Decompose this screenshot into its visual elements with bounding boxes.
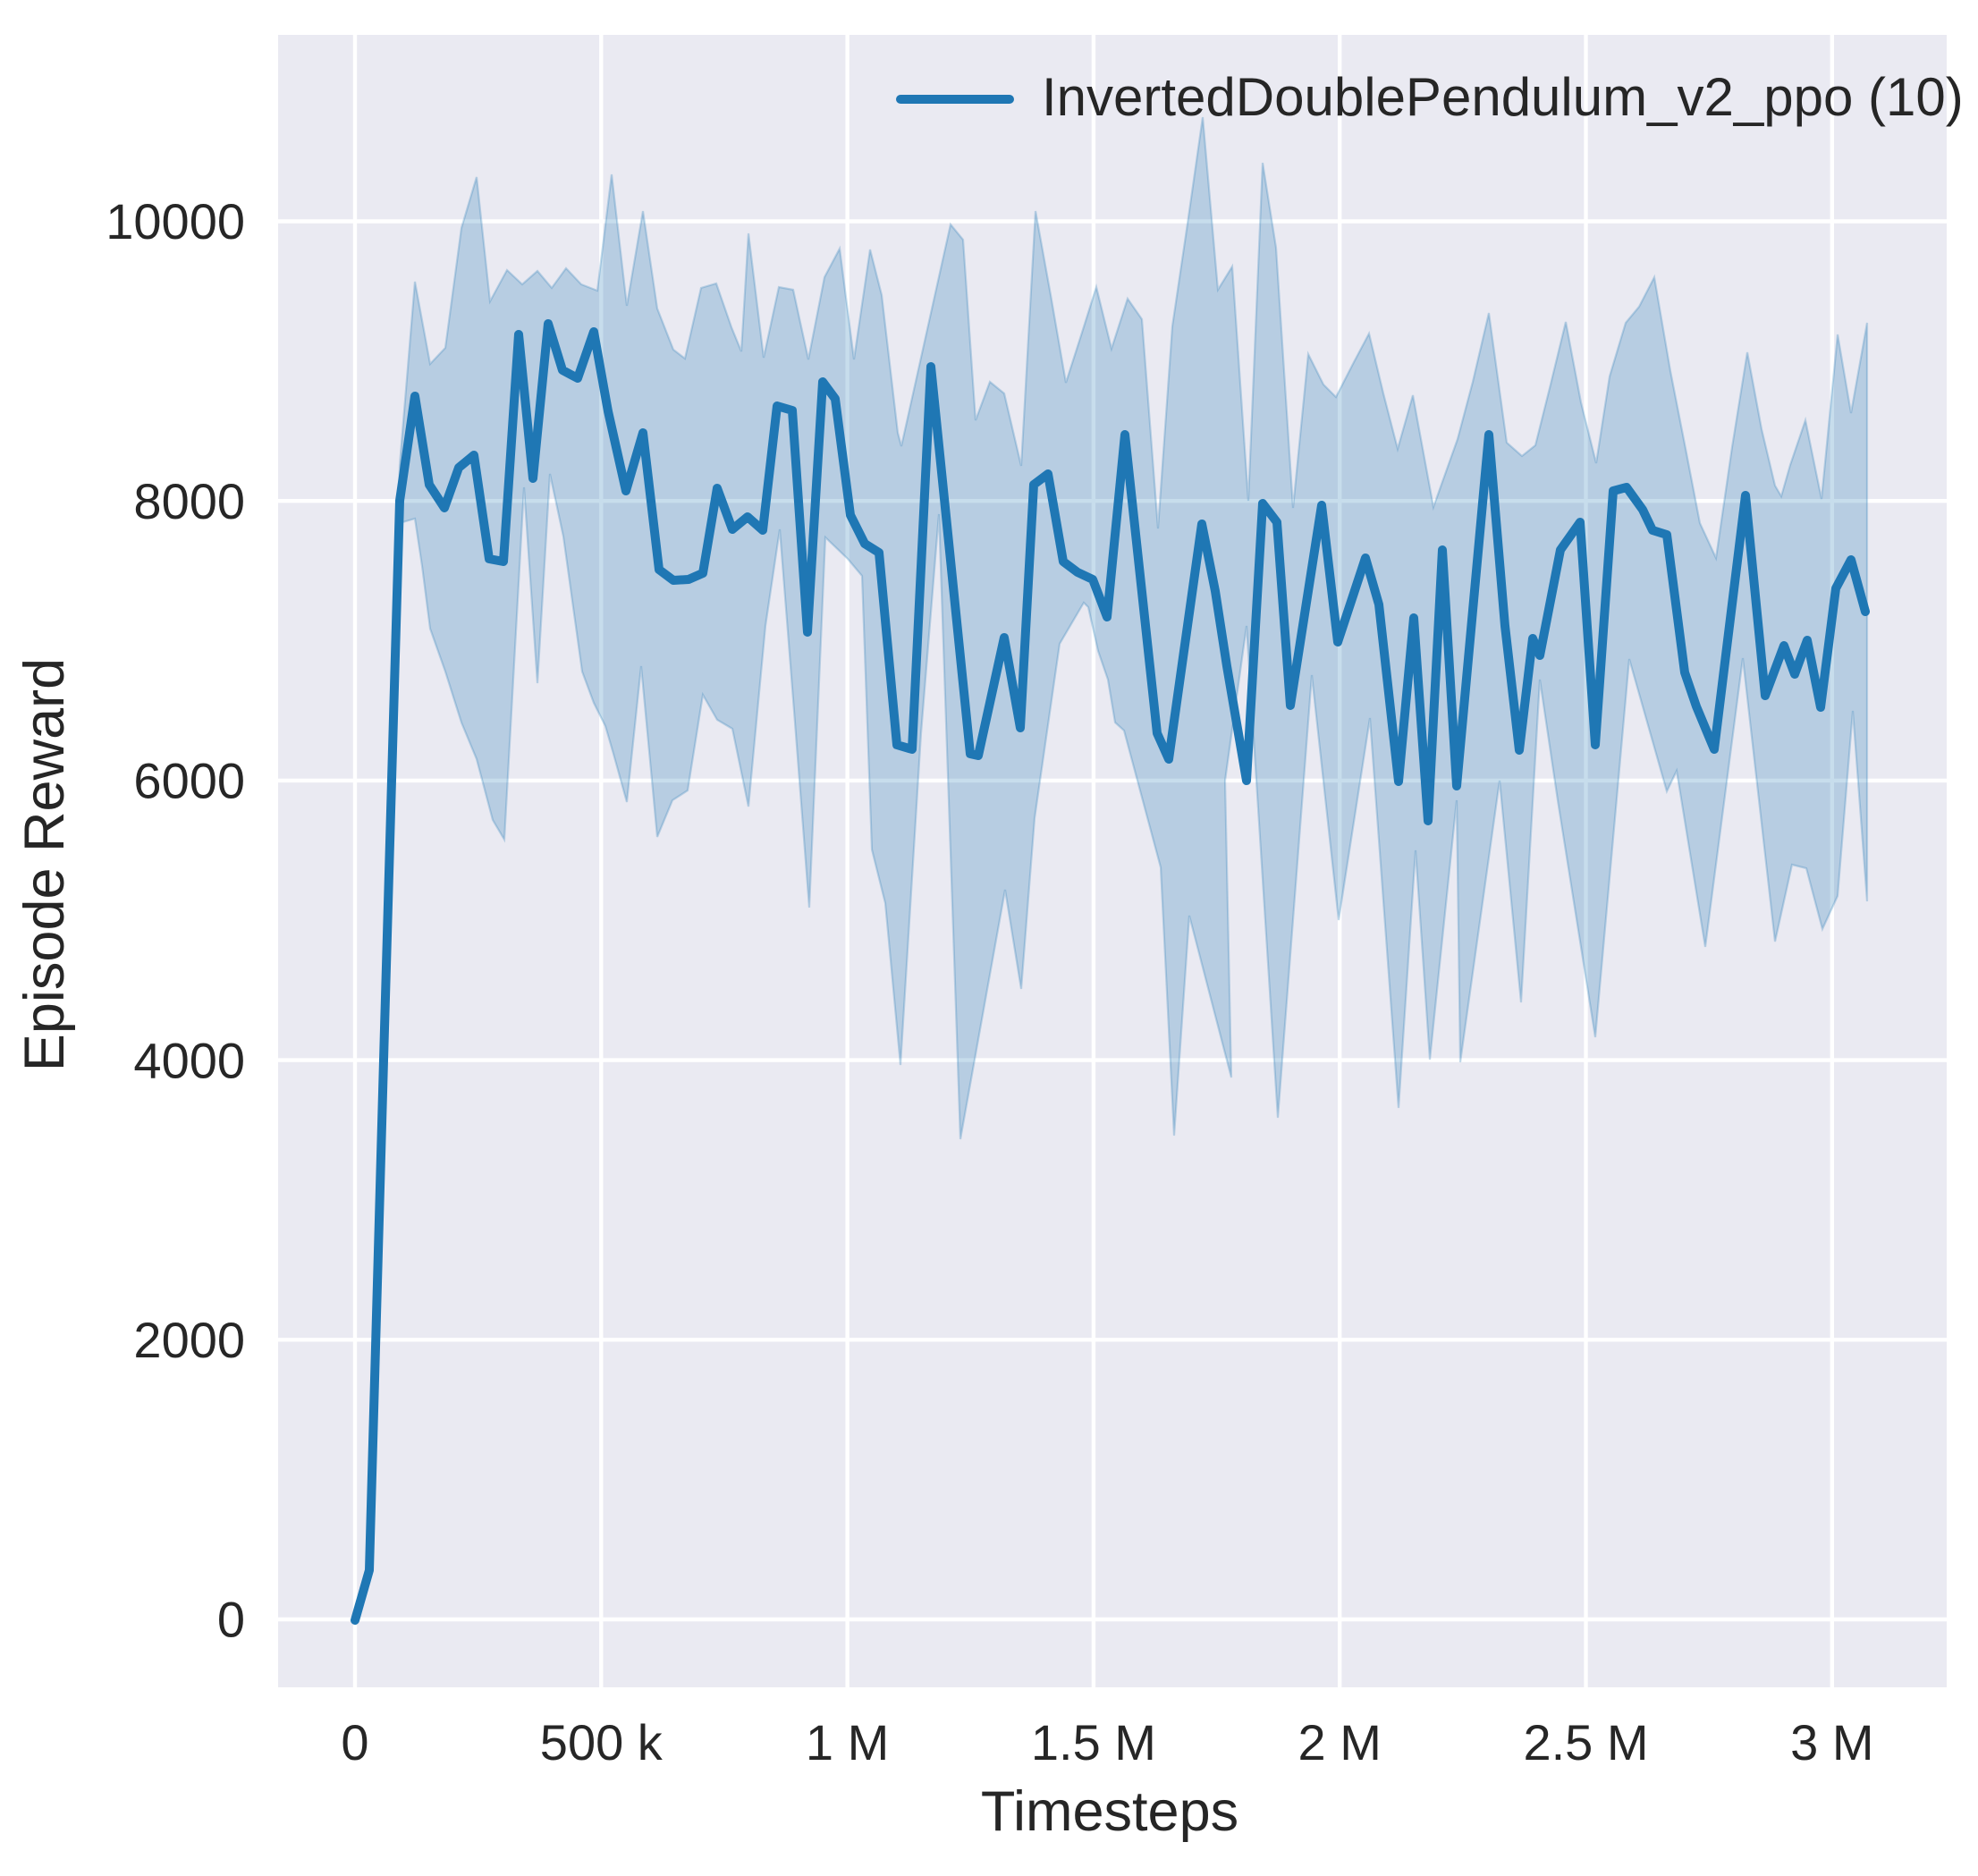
svg-text:0: 0 — [217, 1592, 245, 1648]
svg-text:2 M: 2 M — [1298, 1714, 1382, 1770]
svg-text:InvertedDoublePendulum_v2_ppo: InvertedDoublePendulum_v2_ppo (10) — [1042, 67, 1964, 127]
svg-text:8000: 8000 — [133, 473, 245, 529]
svg-text:6000: 6000 — [133, 753, 245, 809]
svg-text:10000: 10000 — [106, 193, 245, 249]
svg-text:1.5 M: 1.5 M — [1031, 1714, 1156, 1770]
svg-text:2.5 M: 2.5 M — [1523, 1714, 1648, 1770]
svg-text:500 k: 500 k — [540, 1714, 664, 1770]
svg-text:1 M: 1 M — [806, 1714, 889, 1770]
svg-text:2000: 2000 — [133, 1312, 245, 1368]
svg-text:Timesteps: Timesteps — [981, 1780, 1238, 1843]
svg-text:4000: 4000 — [133, 1032, 245, 1088]
svg-text:3 M: 3 M — [1790, 1714, 1873, 1770]
svg-text:Episode Reward: Episode Reward — [13, 658, 76, 1071]
svg-text:0: 0 — [341, 1714, 368, 1770]
